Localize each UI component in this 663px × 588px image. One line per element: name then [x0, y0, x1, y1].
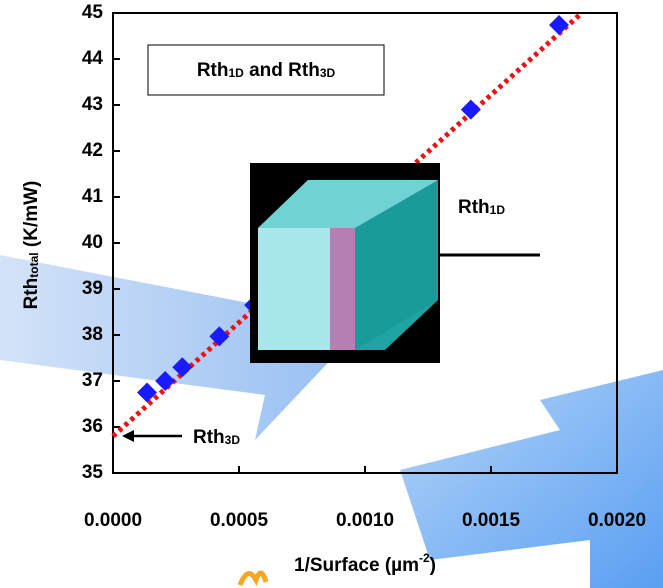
label-part: 3D: [225, 433, 241, 447]
decor-mark: [240, 573, 266, 585]
x-tick-label: 0.0015: [462, 510, 521, 531]
y-axis-label: Rthtotal (K/mW): [21, 181, 42, 310]
label-part: total: [27, 252, 41, 277]
decor-arrow-right: [400, 370, 663, 588]
y-tick-label: 42: [82, 140, 103, 161]
y-tick-label: 44: [82, 48, 104, 69]
label-part: Rth: [458, 197, 490, 218]
y-tick-label: 39: [82, 278, 103, 299]
y-tick-label: 43: [82, 94, 103, 115]
label-part: (K/mW): [21, 181, 42, 253]
x-tick-label: 0.0000: [84, 510, 142, 531]
y-tick-label: 36: [82, 416, 103, 437]
y-tick-label: 37: [82, 370, 103, 391]
label-part: 1D: [490, 203, 506, 217]
label-part: Rth: [197, 60, 229, 81]
data-point: [549, 15, 569, 35]
pointer-arrowhead: [122, 430, 134, 442]
y-tick-label: 38: [82, 324, 103, 345]
annotation-3d: Rth3D: [193, 427, 240, 448]
label-part: 1D: [228, 66, 244, 80]
label-part: -2: [419, 551, 430, 565]
annotation-1d: Rth1D: [458, 197, 505, 218]
label-part: Rth: [21, 278, 42, 310]
data-point: [137, 383, 157, 403]
label-part: and Rth: [244, 60, 320, 81]
x-tick-label: 0.0010: [336, 510, 394, 531]
y-tick-label: 45: [82, 2, 104, 23]
label-part: 3D: [320, 66, 336, 80]
x-tick-label: 0.0020: [588, 510, 646, 531]
label-part: Rth: [193, 427, 225, 448]
annotation-box-label: Rth1D and Rth3D: [197, 60, 336, 81]
label-part: ): [430, 555, 436, 576]
y-tick-label: 41: [82, 186, 104, 207]
inset-image: [250, 163, 440, 363]
x-tick-label: 0.0005: [210, 510, 269, 531]
chart: Rth1D and Rth3D Rth3D 1/Surface (µm-2) R…: [0, 0, 663, 588]
y-tick-label: 35: [82, 462, 104, 483]
x-axis-label: 1/Surface (µm-2): [294, 551, 436, 576]
y-tick-label: 40: [82, 232, 103, 253]
label-part: 1/Surface (µm: [294, 555, 419, 576]
